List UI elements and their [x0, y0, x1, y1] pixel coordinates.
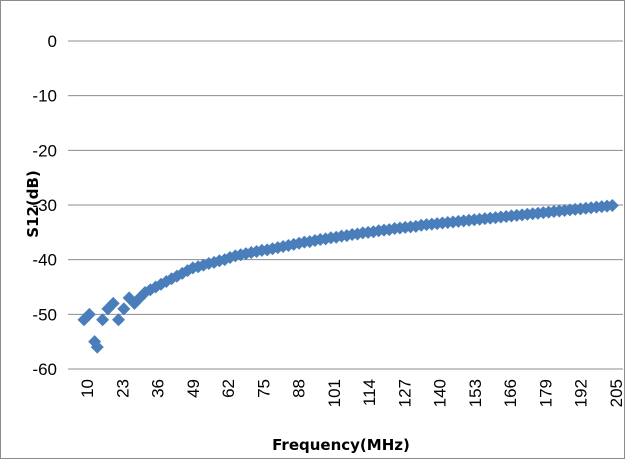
y-tick-label-4: -40	[32, 251, 57, 270]
y-tick-layer: 0 -10 -20 -30 -40 -50 -60	[32, 32, 74, 379]
x-tick-label-0: 10	[78, 379, 97, 398]
y-tick-label-3: -30	[32, 196, 57, 215]
y-tick-label-6: -60	[32, 360, 57, 379]
grid-layer	[74, 40, 623, 370]
x-tick-label-7: 101	[325, 379, 344, 407]
data-point	[223, 250, 237, 264]
x-axis-title: Frequency(MHz)	[272, 436, 410, 454]
data-point	[96, 313, 110, 327]
y-tick-label-0: 0	[48, 32, 57, 51]
y-tick-label-1: -10	[32, 87, 57, 106]
x-tick-label-1: 23	[113, 379, 132, 398]
data-point	[82, 307, 96, 321]
y-axis-title: S12(dB)	[24, 170, 42, 238]
data-point	[106, 296, 120, 310]
y-tick-label-2: -20	[32, 141, 57, 160]
x-tick-label-4: 62	[219, 379, 238, 398]
data-point	[117, 302, 131, 316]
data-point	[90, 340, 104, 354]
x-tick-label-10: 140	[431, 379, 450, 407]
x-tick-label-9: 127	[395, 379, 414, 407]
x-tick-label-6: 88	[290, 379, 309, 398]
x-tick-layer: 10 23 36 49 62 75 88 101 114 127 140 153 166 179 192 20…	[78, 379, 624, 407]
x-tick-label-11: 153	[466, 379, 485, 407]
x-tick-label-13: 179	[536, 379, 555, 407]
data-point	[605, 199, 619, 213]
x-tick-label-14: 192	[572, 379, 591, 407]
points-layer	[77, 199, 619, 354]
x-tick-label-2: 36	[149, 379, 168, 398]
data-point	[112, 313, 126, 327]
x-tick-label-5: 75	[254, 379, 273, 398]
y-tick-label-5: -50	[32, 305, 57, 324]
x-tick-label-3: 49	[184, 379, 203, 398]
x-tick-label-12: 166	[501, 379, 520, 407]
x-tick-label-15: 205	[607, 379, 624, 407]
x-tick-label-8: 114	[360, 379, 379, 406]
